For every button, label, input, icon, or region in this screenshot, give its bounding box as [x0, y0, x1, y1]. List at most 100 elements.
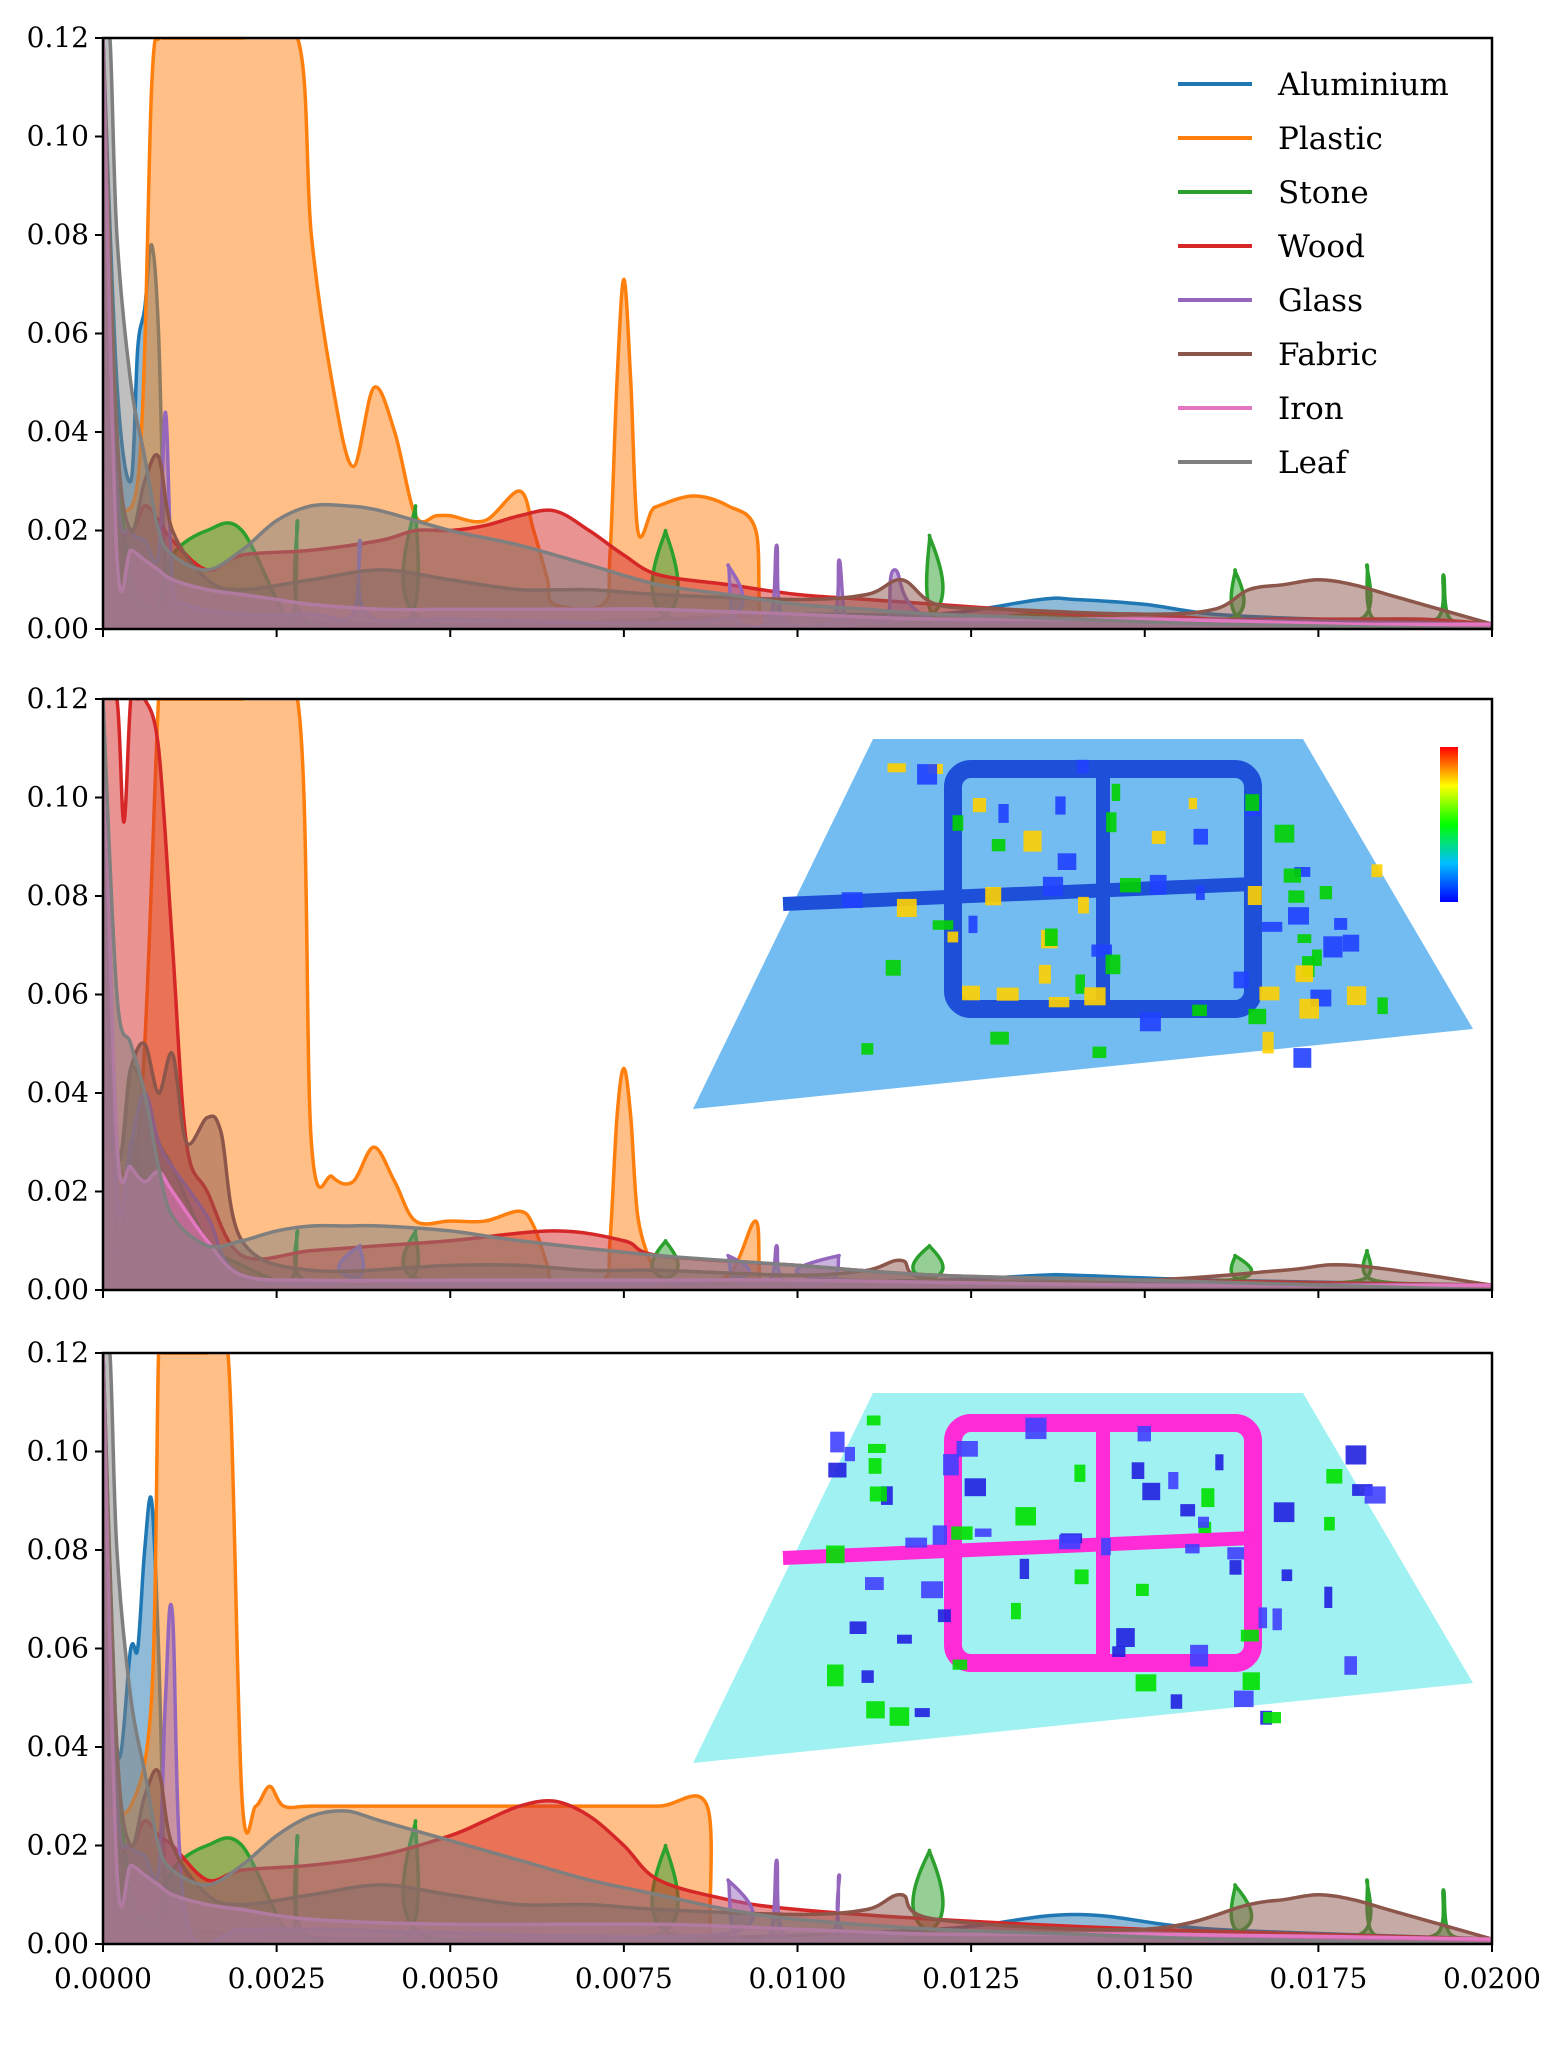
building-blob: [932, 920, 954, 930]
building-blob: [1345, 1445, 1367, 1465]
y-tick-label: 0.04: [27, 1730, 89, 1763]
building-blob: [866, 1415, 881, 1426]
y-tick-label: 0.00: [27, 1273, 89, 1306]
building-blob: [1262, 1031, 1274, 1054]
building-blob: [881, 1486, 893, 1505]
building-blob: [1135, 1674, 1157, 1692]
building-blob: [841, 892, 863, 908]
building-blob: [952, 815, 964, 831]
y-tick-label: 0.00: [27, 612, 89, 645]
building-blob: [1193, 828, 1208, 845]
building-blob: [1170, 1694, 1183, 1709]
building-blob: [1242, 1672, 1260, 1690]
building-blob: [964, 1478, 986, 1497]
building-blob: [1074, 1569, 1089, 1585]
building-blob: [905, 1537, 928, 1548]
building-blob: [889, 1707, 910, 1726]
x-tick-label: 0.0125: [922, 1962, 1020, 1995]
x-tick-label: 0.0025: [228, 1962, 326, 1995]
building-blob: [1131, 1462, 1145, 1479]
y-tick-label: 0.08: [27, 879, 89, 912]
building-blob: [1116, 1628, 1135, 1647]
building-blob: [1324, 1586, 1333, 1608]
building-blob: [1044, 928, 1058, 946]
building-blob: [917, 764, 938, 785]
building-blob: [1319, 886, 1333, 900]
y-tick-label: 0.08: [27, 218, 89, 251]
panel-3: 0.00 0.02 0.04 0.06 0.08 0.10 0.12 0.0000 0.0025…: [27, 1336, 1541, 1995]
series-line-plastic: [103, 38, 1492, 629]
building-blob: [1364, 1486, 1386, 1504]
point-cloud-inset: [693, 739, 1473, 1109]
building-blob: [1185, 1544, 1200, 1554]
x-tick-label: 0.0100: [749, 1962, 847, 1995]
y-tick-label: 0.08: [27, 1533, 89, 1566]
y-tick-label: 0.10: [27, 781, 89, 814]
building-blob: [1324, 1516, 1335, 1531]
building-blob: [1136, 1583, 1149, 1596]
y-tick-label: 0.02: [27, 1175, 89, 1208]
building-blob: [1234, 1690, 1254, 1708]
building-blob: [844, 1446, 855, 1462]
building-blob: [1011, 1602, 1021, 1620]
building-blob: [1142, 1482, 1161, 1501]
building-blob: [1352, 1484, 1373, 1496]
building-blob: [998, 804, 1009, 823]
panel-2: 0.00 0.02 0.04 0.06 0.08 0.10 0.12: [27, 682, 1494, 1306]
y-tick-label: 0.06: [27, 978, 89, 1011]
series-line-leaf: [103, 699, 1492, 1290]
building-blob: [1263, 1712, 1281, 1724]
colorbar: [1440, 747, 1458, 902]
legend-label: Wood: [1278, 229, 1365, 265]
series-line-leaf: [103, 38, 1492, 629]
y-tick-label: 0.00: [27, 1927, 89, 1960]
building-blob: [1261, 921, 1283, 932]
legend-label: Iron: [1278, 391, 1344, 427]
legend-label: Aluminium: [1277, 67, 1449, 103]
building-blob: [991, 839, 1006, 852]
y-tick-label: 0.04: [27, 415, 89, 448]
building-blob: [972, 798, 987, 813]
building-blob: [1057, 853, 1077, 870]
y-tick-label: 0.02: [27, 514, 89, 547]
x-tick-label: 0.0075: [575, 1962, 673, 1995]
building-blob: [1273, 1502, 1295, 1523]
y-tick-label: 0.12: [27, 21, 89, 54]
building-blob: [1371, 864, 1383, 878]
building-blob: [1342, 934, 1360, 952]
building-blob: [1344, 1656, 1357, 1675]
y-tick-label: 0.04: [27, 1076, 89, 1109]
building-blob: [1120, 878, 1141, 893]
building-blob: [1195, 885, 1205, 900]
building-blob: [951, 1526, 973, 1540]
point-cloud-ground: [693, 739, 1473, 1109]
building-blob: [1323, 936, 1343, 958]
building-blob: [887, 763, 906, 773]
building-blob: [896, 898, 917, 917]
legend-label: Plastic: [1278, 121, 1383, 157]
building-blob: [1023, 830, 1042, 852]
building-blob: [1248, 1008, 1267, 1025]
building-blob: [1229, 1560, 1242, 1575]
building-blob: [1101, 1537, 1111, 1556]
series-line-leaf: [103, 1353, 1492, 1944]
building-blob: [885, 959, 901, 976]
building-blob: [943, 1454, 959, 1476]
building-blob: [1048, 997, 1070, 1008]
series-area-plastic: [103, 699, 1492, 1290]
building-blob: [1059, 1534, 1081, 1550]
y-tick-label: 0.06: [27, 1632, 89, 1665]
building-blob: [861, 1043, 874, 1055]
x-tick-label: 0.0150: [1096, 1962, 1194, 1995]
building-blob: [1192, 1004, 1207, 1017]
building-blob: [1201, 1488, 1215, 1508]
x-tick-label: 0.0050: [401, 1962, 499, 1995]
building-blob: [1295, 965, 1314, 983]
building-blob: [869, 1486, 887, 1502]
building-blob: [921, 1581, 943, 1599]
building-blob: [914, 1708, 930, 1718]
series-area-leaf: [103, 1353, 1492, 1944]
series-layer: [103, 699, 1492, 1290]
legend-label: Fabric: [1278, 337, 1378, 373]
